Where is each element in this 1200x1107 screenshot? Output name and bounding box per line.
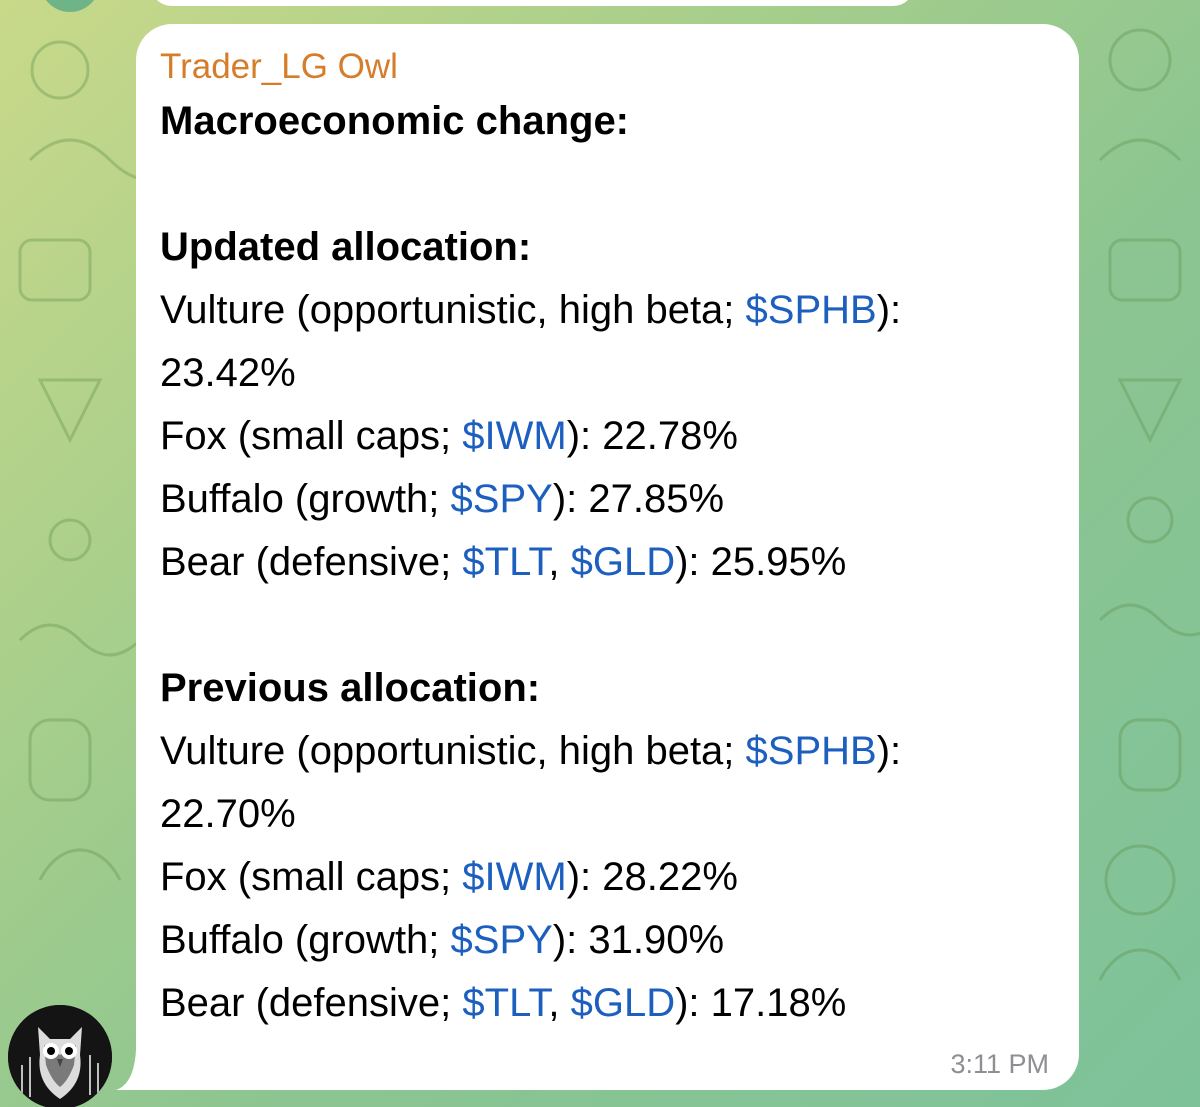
ticker-link[interactable]: $TLT [462,540,549,584]
allocation-label: Bear (defensive; [160,540,463,584]
allocation-suffix: ): [876,729,902,773]
allocation-suffix: ): [876,288,902,332]
updated-vulture-value: 23.42% [160,351,296,395]
owl-icon [8,1005,112,1107]
allocation-suffix: ): 28.22% [566,855,738,899]
updated-bear-line: Bear (defensive; $TLT, $GLD): 25.95% [160,531,1051,594]
previous-message-bubble[interactable] [150,0,915,6]
ticker-link[interactable]: $GLD [570,981,676,1025]
previous-vulture-value: 22.70% [160,792,296,836]
blank-line [160,594,1051,657]
ticker-link[interactable]: $GLD [570,540,676,584]
message-title: Macroeconomic change: [160,99,630,143]
previous-bear-line: Bear (defensive; $TLT, $GLD): 17.18% [160,972,1051,1035]
ticker-link[interactable]: $SPHB [745,729,877,773]
updated-fox-line: Fox (small caps; $IWM): 22.78% [160,405,1051,468]
ticker-link[interactable]: $IWM [462,855,567,899]
ticker-link[interactable]: $SPHB [745,288,877,332]
ticker-link[interactable]: $TLT [462,981,549,1025]
previous-fox-line: Fox (small caps; $IWM): 28.22% [160,846,1051,909]
updated-vulture-line: Vulture (opportunistic, high beta; $SPHB… [160,279,1051,342]
allocation-suffix: ): 25.95% [675,540,847,584]
blank-line [160,153,1051,216]
allocation-suffix: ): 27.85% [552,477,725,521]
allocation-suffix: ): 17.18% [675,981,847,1025]
sender-name[interactable]: Trader_LG Owl [160,47,398,86]
message-timestamp: 3:11 PM [950,1049,1049,1079]
allocation-suffix: ): 22.78% [566,414,738,458]
owl-avatar-icon[interactable] [8,1005,112,1107]
allocation-label: Fox (small caps; [160,855,463,899]
allocation-label: Fox (small caps; [160,414,463,458]
ticker-separator: , [548,981,571,1025]
allocation-suffix: ): 31.90% [552,918,725,962]
allocation-label: Vulture (opportunistic, high beta; [160,288,746,332]
previous-vulture-line: Vulture (opportunistic, high beta; $SPHB… [160,720,1051,783]
updated-buffalo-line: Buffalo (growth; $SPY): 27.85% [160,468,1051,531]
previous-allocation-heading: Previous allocation: [160,666,541,710]
message-bubble[interactable]: Trader_LG Owl Macroeconomic change: Upda… [136,24,1079,1090]
ticker-link[interactable]: $SPY [450,918,553,962]
previous-buffalo-line: Buffalo (growth; $SPY): 31.90% [160,909,1051,972]
ticker-separator: , [548,540,571,584]
ticker-link[interactable]: $SPY [450,477,553,521]
allocation-label: Buffalo (growth; [160,477,451,521]
allocation-label: Buffalo (growth; [160,918,451,962]
ticker-link[interactable]: $IWM [462,414,567,458]
allocation-label: Vulture (opportunistic, high beta; [160,729,746,773]
allocation-label: Bear (defensive; [160,981,463,1025]
updated-allocation-heading: Updated allocation: [160,225,532,269]
